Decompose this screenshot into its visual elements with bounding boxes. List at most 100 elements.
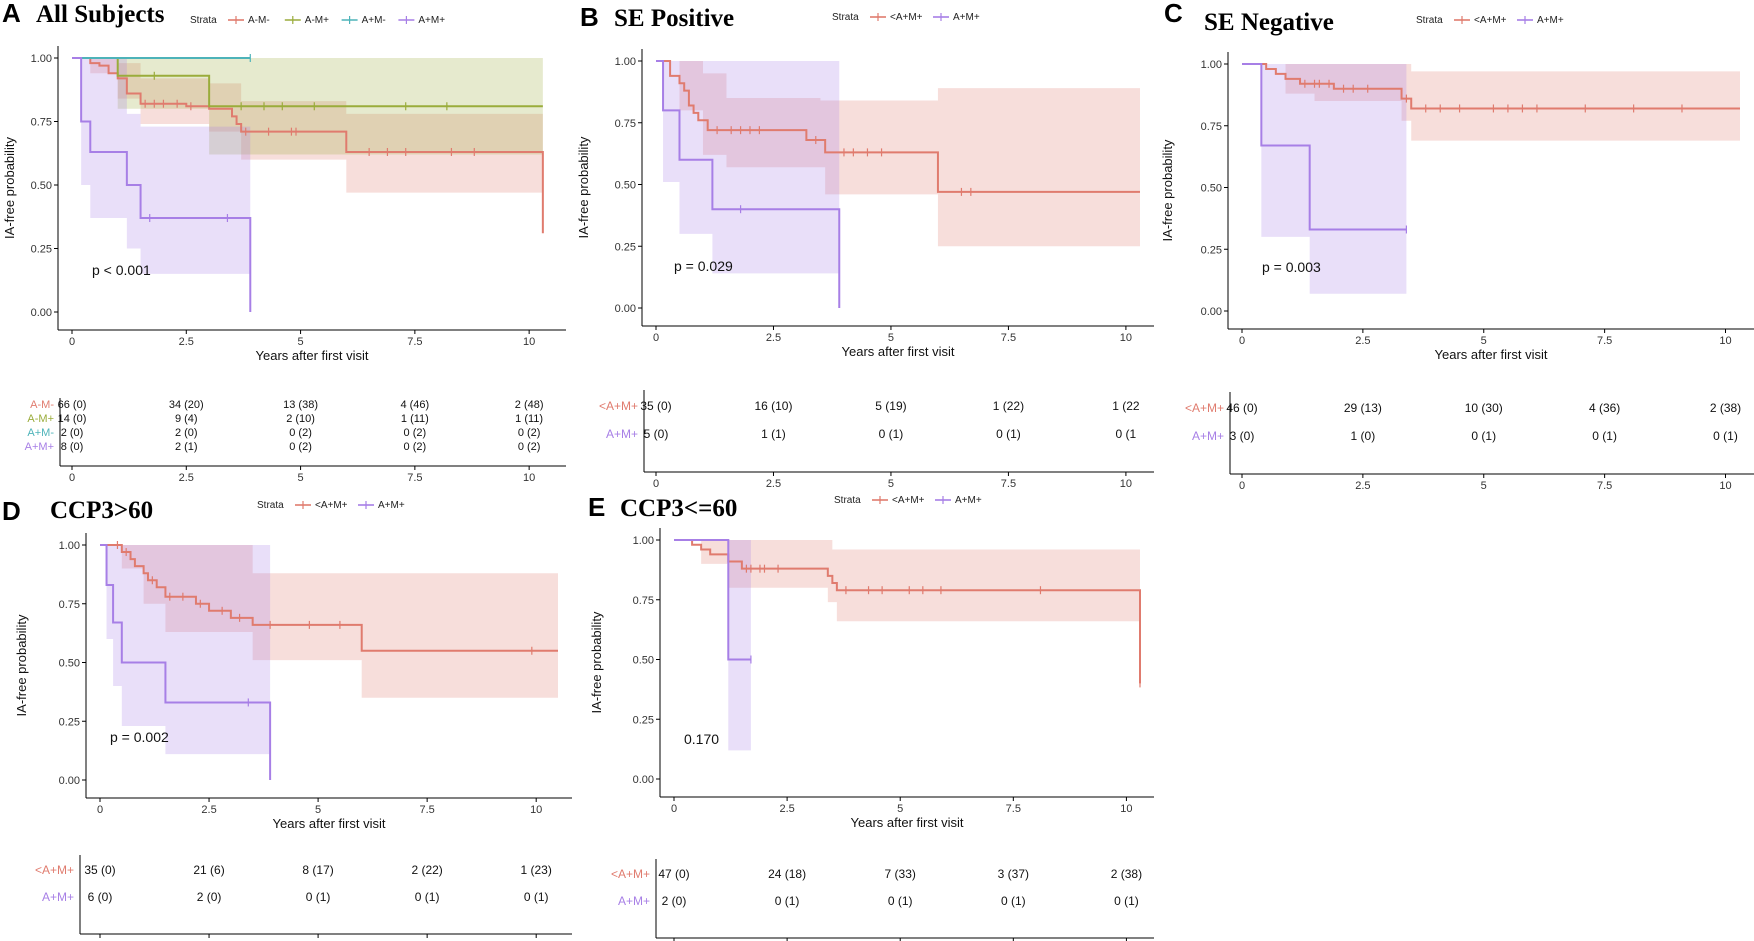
x-tick-label: 10	[523, 336, 535, 348]
km-curve-A+M+	[674, 539, 751, 661]
risk-row-label: A-M+	[27, 413, 54, 425]
x-tick-label: 7.5	[419, 804, 434, 816]
risk-x-tick-label: 5	[298, 472, 304, 484]
y-tick-label: 0.50	[59, 658, 80, 670]
risk-cell: 3 (37)	[998, 867, 1029, 881]
ci-band-<A+M+	[1242, 64, 1740, 141]
risk-table: <A+M+ 35 (0) 16 (10) 5 (19) 1 (22) 1 (22 A+M+ 5…	[599, 390, 1154, 490]
ci-band-A+M+	[72, 58, 251, 312]
p-value: p = 0.029	[674, 258, 733, 274]
risk-cell: 0 (1)	[888, 894, 913, 908]
x-tick-label: 5	[298, 336, 304, 348]
risk-cell: 0 (2)	[289, 441, 312, 453]
legend-item: <A+M+	[870, 12, 923, 23]
risk-cell: 0 (2)	[518, 427, 541, 439]
risk-cell: 21 (6)	[193, 863, 224, 877]
y-tick-label: 1.00	[1201, 59, 1222, 71]
risk-cell: 8 (17)	[302, 863, 333, 877]
y-tick-label: 0.00	[31, 307, 52, 319]
panel-title: CCP3<=60	[620, 495, 737, 522]
km-curve-<A+M+	[656, 60, 1140, 193]
legend: Strata <A+M+ A+M+	[834, 495, 982, 506]
km-curve-A+M+	[1242, 63, 1407, 231]
y-axis-label: IA-free probability	[2, 137, 17, 239]
risk-x-tick-label: 0	[653, 478, 659, 490]
risk-row-label: <A+M+	[599, 399, 638, 413]
x-tick-label: 5	[315, 804, 321, 816]
y-axis-label: IA-free probability	[576, 136, 591, 238]
ci-band-A+M+	[1242, 64, 1407, 294]
p-value: 0.170	[684, 731, 719, 747]
risk-cell: 1 (23)	[521, 863, 552, 877]
risk-cell: 8 (0)	[61, 441, 84, 453]
risk-x-tick-label: 10	[523, 472, 535, 484]
ci-band-A-M-	[72, 58, 543, 292]
risk-cell: 5 (0)	[644, 427, 669, 441]
risk-cell: 2 (0)	[662, 894, 687, 908]
x-axis-label: Years after first visit	[842, 344, 955, 359]
y-axis-label: IA-free probability	[1160, 139, 1175, 241]
y-tick-label: 0.00	[633, 774, 654, 786]
legend-label: A+M+	[953, 12, 980, 23]
panel-A: A All Subjects Strata A-M- A-M+ A+M- A+M+ 0.00 0…	[2, 0, 566, 484]
legend: Strata A-M- A-M+ A+M- A+M+	[190, 15, 445, 26]
risk-cell: 1 (22)	[993, 399, 1024, 413]
legend-label: <A+M+	[890, 12, 923, 23]
y-tick-label: 0.00	[615, 303, 636, 315]
risk-cell: 0 (1)	[1592, 429, 1617, 443]
legend-label: A+M+	[418, 15, 445, 26]
y-tick-label: 0.75	[59, 599, 80, 611]
risk-cell: 35 (0)	[640, 399, 671, 413]
ci-band-A+M+	[656, 61, 840, 308]
x-tick-label: 10	[530, 804, 542, 816]
risk-x-tick-label: 10	[1719, 480, 1731, 492]
panel-title: All Subjects	[36, 1, 165, 28]
risk-cell: 1 (22	[1112, 399, 1140, 413]
risk-cell: 2 (0)	[61, 427, 84, 439]
risk-cell: 2 (10)	[286, 413, 315, 425]
y-axis-label: IA-free probability	[14, 614, 29, 716]
risk-cell: 16 (10)	[754, 399, 792, 413]
legend: Strata <A+M+ A+M+	[257, 500, 405, 511]
y-tick-label: 0.25	[31, 244, 52, 256]
risk-cell: 0 (2)	[404, 427, 427, 439]
panel-D: D CCP3>60 Strata <A+M+ A+M+ 0.00 0.25 0.50 0.75 1…	[2, 496, 572, 941]
y-tick-label: 0.75	[31, 117, 52, 129]
legend-item: A-M-	[228, 15, 270, 26]
legend-item: <A+M+	[872, 495, 925, 506]
risk-row-label: A+M+	[618, 894, 650, 908]
x-tick-label: 2.5	[1355, 335, 1370, 347]
risk-table: <A+M+ 47 (0) 24 (18) 7 (33) 3 (37) 2 (38) A+M+…	[611, 859, 1154, 941]
risk-cell: 3 (0)	[1230, 429, 1255, 443]
legend-item: A+M+	[933, 12, 980, 23]
legend-item: A+M+	[398, 15, 445, 26]
risk-row-label: <A+M+	[1185, 401, 1224, 415]
risk-row-label: A-M-	[30, 399, 54, 411]
risk-cell: 0 (1)	[524, 890, 549, 904]
risk-cell: 0 (1)	[879, 427, 904, 441]
y-tick-label: 0.00	[1201, 306, 1222, 318]
y-tick-label: 1.00	[59, 540, 80, 552]
risk-cell: 2 (1)	[175, 441, 198, 453]
y-tick-label: 0.75	[633, 595, 654, 607]
risk-cell: 0 (1	[1116, 427, 1137, 441]
y-tick-label: 0.75	[615, 118, 636, 130]
risk-cell: 0 (1)	[1114, 894, 1139, 908]
risk-table: <A+M+ 46 (0) 29 (13) 10 (30) 4 (36) 2 (38) A+M…	[1185, 392, 1754, 492]
risk-cell: 13 (38)	[283, 399, 318, 411]
legend-item: A+M-	[341, 15, 386, 26]
x-tick-label: 5	[888, 332, 894, 344]
x-tick-label: 0	[97, 804, 103, 816]
risk-cell: 0 (1)	[1001, 894, 1026, 908]
x-tick-label: 0	[671, 803, 677, 815]
x-tick-label: 10	[1719, 335, 1731, 347]
legend: Strata <A+M+ A+M+	[1416, 15, 1564, 26]
y-tick-label: 1.00	[615, 56, 636, 68]
risk-cell: 46 (0)	[1226, 401, 1257, 415]
risk-x-tick-label: 7.5	[407, 472, 422, 484]
risk-row-label: A+M+	[606, 427, 638, 441]
risk-cell: 0 (2)	[518, 441, 541, 453]
y-tick-label: 1.00	[31, 53, 52, 65]
legend-label: A+M-	[362, 15, 386, 26]
panel-B: B SE Positive Strata <A+M+ A+M+ 0.00 0.25 0.50 0…	[576, 2, 1154, 490]
